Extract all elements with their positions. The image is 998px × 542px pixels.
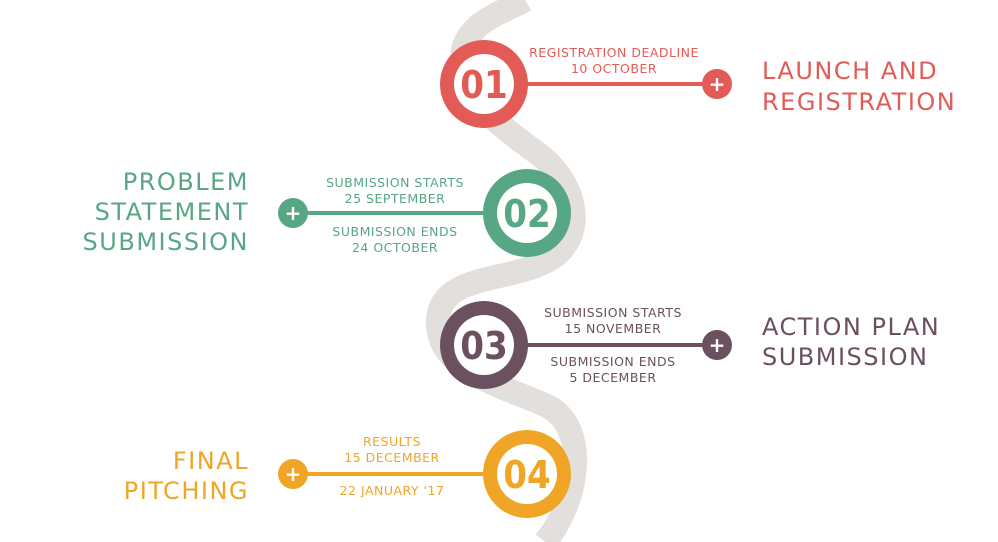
stage-01-plus-button[interactable] (702, 69, 732, 99)
stage-03-title-line-2: SUBMISSION (762, 343, 928, 371)
stage-02-title-line-3: SUBMISSION (83, 228, 249, 256)
stage-03-inner (454, 315, 514, 375)
stage-02-date-top-line-1: SUBMISSION STARTS (326, 175, 464, 190)
stage-01-inner (454, 54, 514, 114)
stage-04-date-top-line-2: 15 DECEMBER (344, 450, 439, 465)
stage-02-title-line-2: STATEMENT (95, 198, 249, 226)
stage-01-date-top-line-1: REGISTRATION DEADLINE (529, 45, 699, 60)
stage-03: 03 + SUBMISSION STARTS 15 NOVEMBER SUBMI… (440, 301, 940, 389)
stage-02-date-bottom-line-1: SUBMISSION ENDS (332, 224, 457, 239)
stage-03-date-top-line-1: SUBMISSION STARTS (544, 305, 682, 320)
stage-02-number: 02 (503, 192, 551, 236)
plus-icon: + (709, 333, 726, 357)
stage-02-date-top-line-2: 25 SEPTEMBER (345, 191, 446, 206)
stage-02-title-line-1: PROBLEM (123, 168, 249, 196)
stage-03-number: 03 (460, 324, 508, 368)
stage-03-date-top-line-2: 15 NOVEMBER (565, 321, 662, 336)
stage-04-date-top-line-1: RESULTS (363, 434, 421, 449)
stage-03-date-bottom-line-2: 5 DECEMBER (569, 370, 656, 385)
stage-02-inner (497, 183, 557, 243)
plus-icon: + (709, 72, 726, 96)
stage-04-number: 04 (503, 453, 551, 497)
stage-04: 04 + RESULTS 15 DECEMBER 22 JANUARY '17 … (124, 430, 571, 518)
stage-01-title-line-2: REGISTRATION (762, 88, 956, 116)
plus-icon: + (285, 201, 302, 225)
stage-01-number: 01 (460, 63, 508, 107)
plus-icon: + (285, 462, 302, 486)
stage-03-title-line-1: ACTION PLAN (762, 313, 940, 341)
stage-04-date-bottom-line-1: 22 JANUARY '17 (340, 483, 445, 498)
stage-01-title-line-1: LAUNCH AND (762, 57, 938, 85)
stage-04-inner (497, 444, 557, 504)
stage-01-date-top-line-2: 10 OCTOBER (571, 61, 657, 76)
stage-04-title-line-2: PITCHING (124, 477, 249, 505)
stage-03-date-bottom-line-1: SUBMISSION ENDS (550, 354, 675, 369)
stage-01: 01 + REGISTRATION DEADLINE 10 OCTOBER LA… (440, 40, 956, 128)
stage-03-plus-button[interactable] (702, 330, 732, 360)
stage-02-date-bottom-line-2: 24 OCTOBER (352, 240, 438, 255)
stage-04-plus-button[interactable] (278, 459, 308, 489)
stage-04-title-line-1: FINAL (173, 447, 249, 475)
stage-02-plus-button[interactable] (278, 198, 308, 228)
stage-02: 02 + SUBMISSION STARTS 25 SEPTEMBER SUBM… (83, 168, 571, 257)
